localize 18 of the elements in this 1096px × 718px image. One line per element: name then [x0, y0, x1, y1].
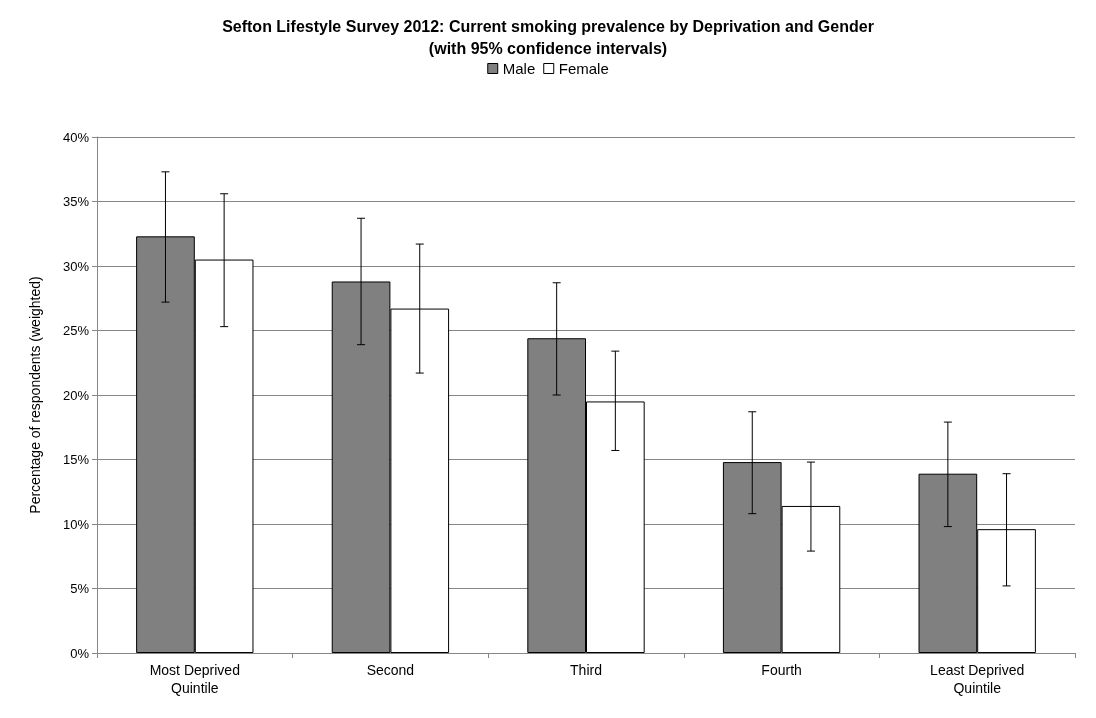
y-tick-label: 5% — [70, 581, 90, 596]
x-tick-label: Most Deprived Quintile — [149, 662, 240, 696]
x-tick-label: Second — [366, 662, 415, 678]
x-tick-label: Least Deprived Quintile — [930, 662, 1025, 696]
y-tick-label: 35% — [62, 194, 90, 209]
x-tick-label: Third — [570, 662, 602, 678]
y-tick-label: 15% — [62, 452, 90, 467]
y-tick-label: 0% — [70, 645, 90, 661]
chart-title: Sefton Lifestyle Survey 2012: Current smoking prevalence by Deprivation and Gender (with 95% confidence intervals) — [222, 17, 874, 57]
x-tick-label: Fourth — [761, 662, 802, 678]
y-tick-label: 20% — [62, 387, 90, 403]
y-tick-label: 25% — [62, 323, 90, 338]
y-tick-label: 30% — [62, 258, 90, 274]
y-tick-label: 40% — [62, 129, 90, 145]
y-axis-title: Percentage of respondents (weighted) — [27, 276, 43, 514]
y-tick-label: 10% — [62, 516, 90, 532]
legend-label: Male — [502, 60, 536, 77]
legend-label: Female — [558, 60, 609, 77]
